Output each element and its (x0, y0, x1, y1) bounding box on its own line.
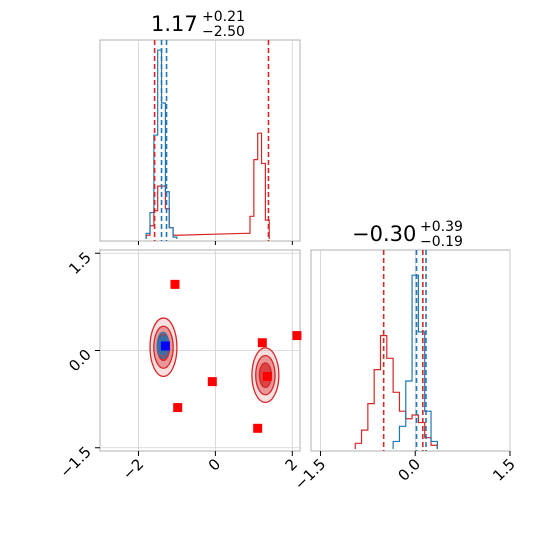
histogram-series (392, 274, 438, 449)
point-marker (170, 279, 180, 289)
point-marker (292, 331, 302, 341)
panel-bottom-left-grid (100, 250, 300, 451)
point-marker (262, 371, 272, 381)
title-value: 1.17 (151, 12, 198, 36)
title-minus: −0.19 (420, 234, 463, 250)
x-tick-label: 2 (282, 455, 301, 474)
histogram-series (145, 132, 270, 239)
title-minus: −2.50 (202, 24, 245, 40)
point-marker (173, 403, 183, 413)
panel-bottom-right-marks (354, 250, 438, 451)
point-marker (257, 338, 267, 348)
x-tick-label: −2 (119, 455, 147, 483)
panel-bottom-left-markers (160, 279, 302, 433)
panel-bottom-right-histogram: −1.5 0.0 1.5 −0.30 +0.39 −0.19 (291, 219, 519, 494)
y-tick-label: −1.5 (56, 443, 94, 481)
x-tick-label: 0.0 (394, 455, 424, 485)
title-plus: +0.39 (420, 219, 463, 235)
point-marker (253, 423, 263, 433)
panel-top-left-marks (145, 40, 270, 241)
x-tick-label: 0 (205, 455, 224, 474)
panel-top-left-histogram: 1.17 +0.21 −2.50 (99, 9, 301, 245)
panel-bottom-left-2d: −2 0 2 −1.5 0.0 1.5 (56, 248, 302, 483)
x-tick-label: 1.5 (489, 455, 519, 485)
panel-top-left-frame (99, 39, 301, 242)
panel-bottom-left-marks (149, 317, 280, 404)
panel-top-left-ticks (137, 241, 293, 245)
panel-top-left-grid (138, 40, 293, 241)
title-plus: +0.21 (202, 9, 245, 25)
point-marker (160, 341, 170, 351)
panel-bottom-right-ticks: −1.5 0.0 1.5 (291, 451, 519, 494)
y-tick-label: 1.5 (65, 248, 95, 278)
title-value: −0.30 (352, 222, 416, 246)
histogram-series (354, 335, 438, 449)
x-tick-label: −1.5 (291, 455, 329, 493)
panel-bottom-right-grid (320, 250, 511, 451)
y-tick-label: 0.0 (65, 346, 95, 376)
panel-bottom-right-title: −0.30 +0.39 −0.19 (352, 219, 463, 250)
panel-top-left-title: 1.17 +0.21 −2.50 (151, 9, 245, 40)
panel-bottom-right-frame (310, 249, 511, 452)
point-marker (207, 377, 217, 387)
